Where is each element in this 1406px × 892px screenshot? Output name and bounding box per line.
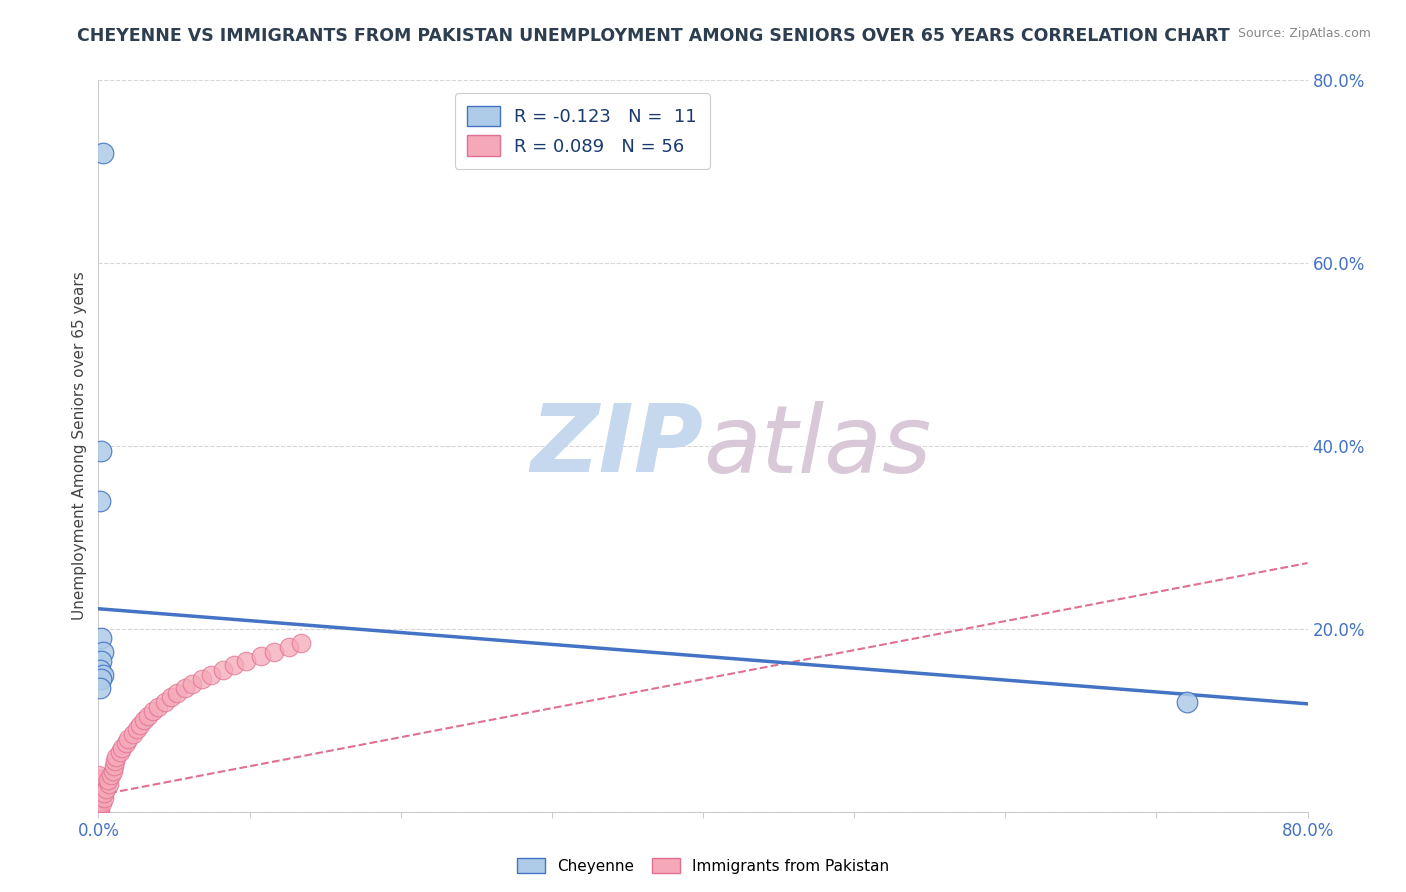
Point [87, 791, 110, 805]
Point [97, 772, 120, 787]
Point [89, 805, 111, 819]
Point [91, 146, 114, 161]
Point [101, 764, 124, 778]
Point [90, 796, 112, 810]
Point [114, 736, 136, 750]
Point [89, 681, 111, 696]
Legend: R = -0.123   N =  11, R = 0.089   N = 56: R = -0.123 N = 11, R = 0.089 N = 56 [454, 93, 710, 169]
Point [148, 699, 170, 714]
Point [108, 745, 131, 759]
Point [89, 805, 111, 819]
Point [89, 494, 111, 508]
Point [100, 768, 122, 782]
Point [87, 774, 110, 789]
Point [174, 681, 197, 696]
Point [235, 654, 257, 668]
Point [87, 768, 110, 782]
Point [87, 797, 110, 812]
Point [87, 805, 110, 819]
Point [136, 708, 159, 723]
Point [90, 654, 112, 668]
Point [121, 727, 143, 741]
Point [142, 704, 165, 718]
Point [89, 772, 111, 786]
Point [93, 791, 115, 805]
Point [166, 686, 188, 700]
Text: CHEYENNE VS IMMIGRANTS FROM PAKISTAN UNEMPLOYMENT AMONG SENIORS OVER 65 YEARS CO: CHEYENNE VS IMMIGRANTS FROM PAKISTAN UNE… [77, 27, 1230, 45]
Point [277, 640, 299, 655]
Point [103, 759, 125, 773]
Legend: Cheyenne, Immigrants from Pakistan: Cheyenne, Immigrants from Pakistan [510, 852, 896, 880]
Point [104, 749, 127, 764]
Y-axis label: Unemployment Among Seniors over 65 years: Unemployment Among Seniors over 65 years [72, 272, 87, 620]
Point [263, 645, 285, 659]
Point [97, 777, 120, 791]
Text: ZIP: ZIP [530, 400, 703, 492]
Point [129, 718, 152, 732]
Point [200, 667, 222, 681]
Point [1175, 695, 1198, 709]
Point [87, 794, 110, 808]
Point [89, 663, 111, 677]
Point [104, 755, 127, 769]
Text: Source: ZipAtlas.com: Source: ZipAtlas.com [1237, 27, 1371, 40]
Point [87, 805, 110, 819]
Point [89, 789, 111, 803]
Text: atlas: atlas [703, 401, 931, 491]
Point [90, 631, 112, 645]
Point [111, 740, 134, 755]
Point [91, 667, 114, 681]
Point [93, 787, 115, 801]
Point [87, 787, 110, 801]
Point [87, 805, 110, 819]
Point [125, 723, 148, 737]
Point [94, 781, 117, 796]
Point [87, 805, 110, 819]
Point [87, 800, 110, 814]
Point [212, 663, 235, 677]
Point [87, 777, 110, 791]
Point [87, 796, 110, 810]
Point [90, 672, 112, 686]
Point [89, 779, 111, 793]
Point [87, 784, 110, 798]
Point [224, 658, 246, 673]
Point [159, 690, 181, 705]
Point [90, 443, 112, 458]
Point [91, 645, 114, 659]
Point [155, 695, 177, 709]
Point [87, 781, 110, 796]
Point [290, 635, 312, 649]
Point [180, 676, 202, 690]
Point [191, 672, 214, 686]
Point [117, 731, 139, 746]
Point [132, 714, 155, 728]
Point [249, 649, 271, 664]
